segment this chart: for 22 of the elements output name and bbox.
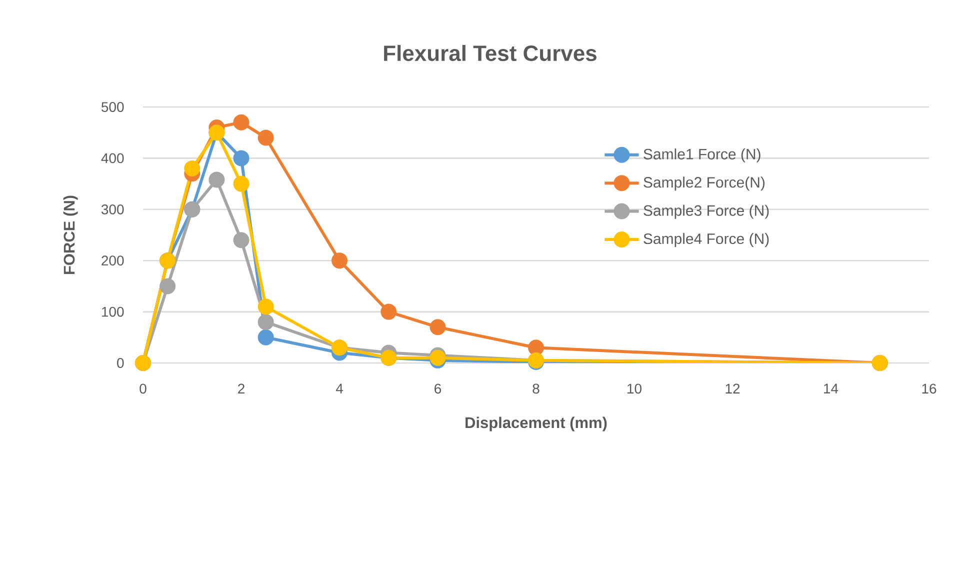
x-tick-label: 10 [628, 384, 642, 394]
x-tick-label: 0 [140, 384, 146, 394]
y-tick-label: 0 [117, 358, 124, 368]
y-axis-title: FORCE (N) [63, 196, 78, 274]
x-axis-title: Displacement (mm) [466, 416, 607, 432]
y-tick-label: 300 [101, 204, 124, 214]
y-tick-label: 400 [101, 153, 124, 164]
y-tick-label: 100 [102, 306, 124, 317]
x-tick-label: 12 [726, 384, 740, 394]
x-tick-label: 6 [434, 384, 442, 394]
legend-label: Samle1 Force (N) [644, 148, 760, 162]
y-tick-label: 500 [102, 102, 124, 112]
x-tick-label: 14 [824, 384, 838, 394]
legend-label: Sample3 Force (N) [644, 204, 769, 219]
x-tick-label: 2 [238, 384, 244, 394]
legend-label: Sample2 Force(N) [644, 176, 765, 191]
x-tick-label: 16 [922, 384, 936, 394]
x-tick-label: 4 [336, 384, 343, 394]
y-tick-label: 200 [102, 256, 124, 266]
chart-title: Flexural Test Curves [384, 44, 596, 62]
legend-label: Sample4 Force (N) [644, 233, 769, 248]
x-tick-label: 8 [532, 384, 540, 394]
